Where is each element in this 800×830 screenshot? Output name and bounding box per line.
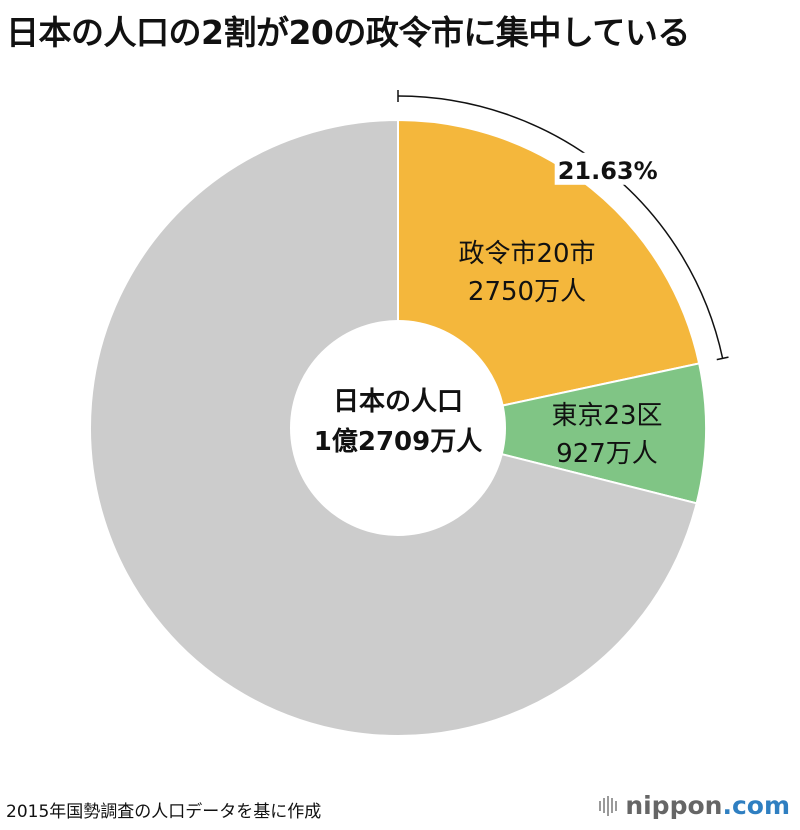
brand-suffix: .com (722, 791, 790, 820)
slice-label-tokyo23: 東京23区 (551, 401, 662, 431)
annotation-label-bg (554, 152, 661, 185)
center-label-total: 1億2709万人 (314, 427, 482, 457)
center-label-title: 日本の人口 (333, 387, 463, 417)
nippon-logo: nippon.com (599, 791, 790, 820)
brand-prefix: nippon (625, 791, 723, 820)
source-note: 2015年国勢調査の人口データを基に作成 (6, 802, 322, 822)
brand-text: nippon.com (625, 791, 790, 820)
slice-label-seirei: 政令市20市 (458, 239, 595, 269)
annotation-label: 21.63% (558, 157, 658, 185)
slice-value-seirei: 2750万人 (468, 277, 586, 307)
donut-hole (290, 320, 506, 536)
chart-title: 日本の人口の2割が20の政令市に集中している (6, 13, 690, 52)
annotation-tick-end (716, 356, 729, 361)
slice-value-tokyo23: 927万人 (556, 439, 658, 469)
logo-bars-icon (599, 795, 618, 816)
slice-tokyo23 (397, 362, 707, 505)
